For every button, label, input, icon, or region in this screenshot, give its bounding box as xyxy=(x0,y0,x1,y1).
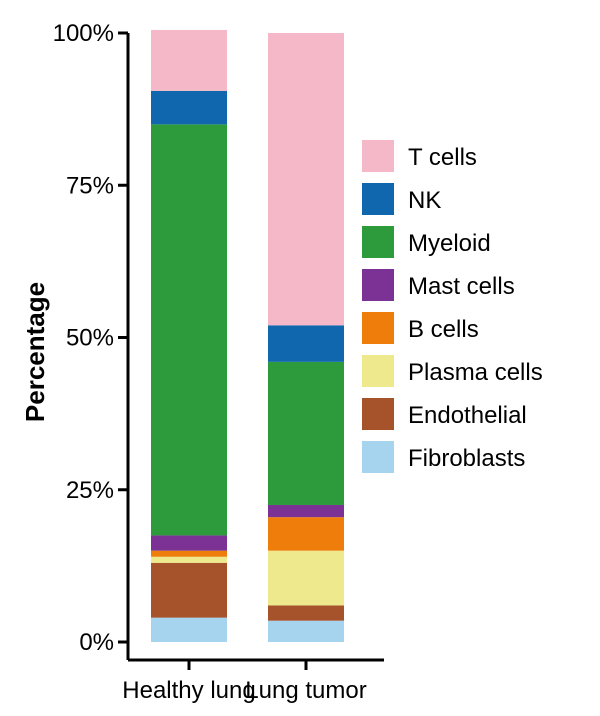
legend-item-b-cells: B cells xyxy=(362,312,479,344)
bar-segment-healthy-lung-t-cells xyxy=(151,29,227,91)
y-tick-label: 25% xyxy=(66,477,114,504)
x-tick-label-lung-tumor: Lung tumor xyxy=(245,677,366,704)
legend-label: NK xyxy=(408,187,441,214)
bar-segment-lung-tumor-endothelial xyxy=(268,605,344,621)
y-axis: 0% 25% 50% 75% 100% xyxy=(53,20,130,660)
bar-segment-lung-tumor-b-cells xyxy=(268,517,344,551)
legend-swatch xyxy=(362,183,394,215)
x-tick-label-healthy-lung: Healthy lung xyxy=(122,677,255,704)
bar-segment-healthy-lung-myeloid xyxy=(151,124,227,536)
legend-item-fibroblasts: Fibroblasts xyxy=(362,441,525,473)
legend-swatch xyxy=(362,398,394,430)
bar-segment-lung-tumor-myeloid xyxy=(268,361,344,505)
y-tick-label: 50% xyxy=(66,325,114,352)
legend-item-plasma-cells: Plasma cells xyxy=(362,355,543,387)
legend-item-mast-cells: Mast cells xyxy=(362,269,515,301)
legend-label: T cells xyxy=(408,144,477,171)
legend-swatch xyxy=(362,269,394,301)
bar-stack-healthy-lung xyxy=(151,29,227,642)
legend-label: Mast cells xyxy=(408,273,515,300)
legend-item-myeloid: Myeloid xyxy=(362,226,491,258)
bar-segment-lung-tumor-plasma-cells xyxy=(268,550,344,606)
y-tick-label: 0% xyxy=(79,629,114,656)
bar-segment-healthy-lung-plasma-cells xyxy=(151,556,227,563)
legend-item-nk: NK xyxy=(362,183,441,215)
legend-label: Fibroblasts xyxy=(408,445,525,472)
bar-segment-lung-tumor-t-cells xyxy=(268,33,344,326)
legend-swatch xyxy=(362,226,394,258)
legend-item-endothelial: Endothelial xyxy=(362,398,527,430)
bar-segment-healthy-lung-fibroblasts xyxy=(151,617,227,642)
legend-label: B cells xyxy=(408,316,479,343)
legend-label: Myeloid xyxy=(408,230,491,257)
y-axis-title: Percentage xyxy=(20,282,50,422)
legend-swatch xyxy=(362,312,394,344)
legend-swatch xyxy=(362,140,394,172)
legend-swatch xyxy=(362,441,394,473)
legend: T cells NK Myeloid Mast cells B cells Plasma … xyxy=(362,140,543,473)
bar-segment-healthy-lung-mast-cells xyxy=(151,535,227,551)
bar-segment-healthy-lung-b-cells xyxy=(151,550,227,557)
bar-segment-lung-tumor-fibroblasts xyxy=(268,620,344,642)
legend-label: Endothelial xyxy=(408,402,527,429)
bar-segment-healthy-lung-endothelial xyxy=(151,562,227,618)
y-tick-label: 75% xyxy=(66,172,114,199)
legend-item-t-cells: T cells xyxy=(362,140,477,172)
bar-segment-lung-tumor-mast-cells xyxy=(268,504,344,518)
bar-segment-lung-tumor-nk xyxy=(268,325,344,362)
bar-segment-healthy-lung-nk xyxy=(151,90,227,125)
legend-label: Plasma cells xyxy=(408,359,543,386)
plot-area xyxy=(151,29,344,642)
legend-swatch xyxy=(362,355,394,387)
bar-stack-lung-tumor xyxy=(268,33,344,642)
y-tick-label: 100% xyxy=(53,20,114,47)
